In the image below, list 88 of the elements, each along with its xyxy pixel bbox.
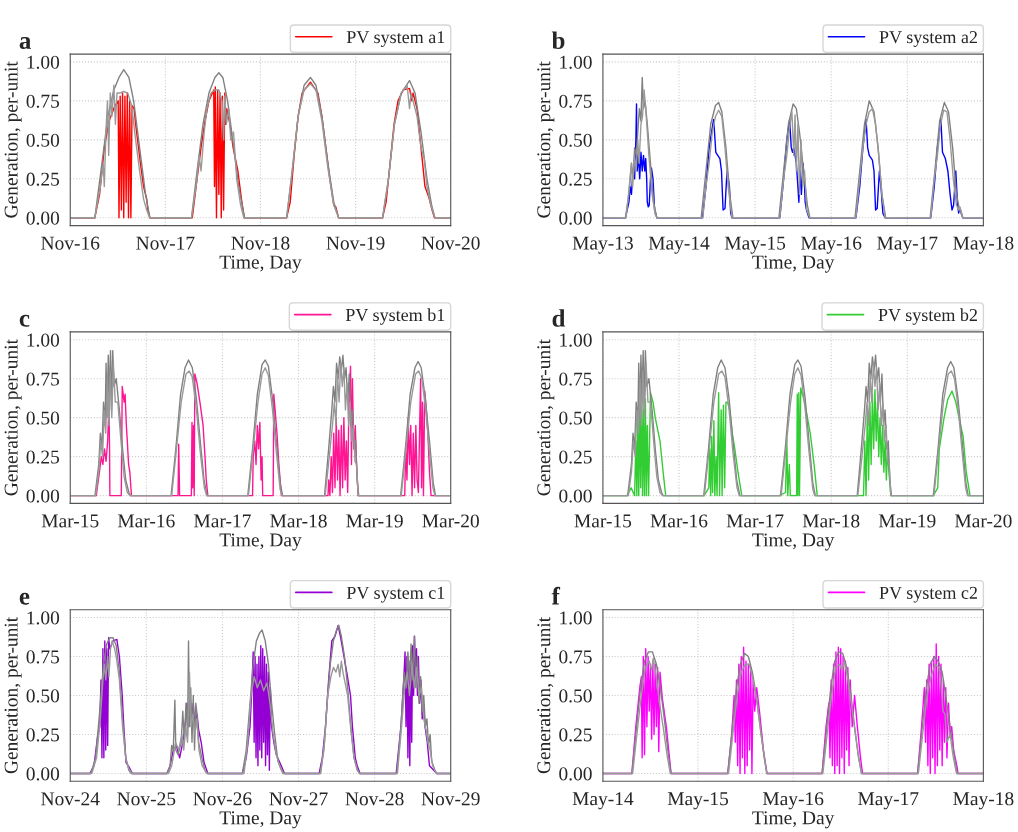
x-tick-label: Mar-15 bbox=[41, 514, 99, 528]
x-tick-label: Mar-20 bbox=[422, 514, 479, 528]
y-tick-label: 0.25 bbox=[559, 728, 592, 742]
y-tick-label: 1.00 bbox=[560, 333, 592, 347]
x-tick-label: May-13 bbox=[572, 236, 633, 254]
x-tick-label: Nov-17 bbox=[136, 236, 195, 250]
x-tick-label: May-17 bbox=[877, 236, 938, 254]
y-tick-label: 1.00 bbox=[560, 55, 592, 69]
x-tick-label: Nov-19 bbox=[326, 236, 385, 250]
legend-label: PV system a1 bbox=[346, 31, 445, 47]
x-tick-label: Mar-20 bbox=[954, 514, 1012, 528]
chart-title: e bbox=[19, 592, 30, 605]
y-tick-label: 0.50 bbox=[559, 133, 592, 147]
x-tick-label: May-16 bbox=[762, 792, 824, 810]
y-tick-label: 0.25 bbox=[26, 450, 60, 464]
y-tick-label: 0.75 bbox=[26, 650, 60, 664]
y-tick-label: 0.25 bbox=[559, 450, 592, 464]
x-tick-label: May-18 bbox=[953, 792, 1014, 810]
x-tick-label: May-14 bbox=[648, 236, 710, 254]
x-tick-label: May-15 bbox=[667, 792, 729, 810]
y-tick-label: 0.50 bbox=[26, 133, 60, 147]
x-tick-label: Mar-16 bbox=[117, 514, 175, 528]
x-tick-label: Nov-24 bbox=[41, 792, 100, 806]
y-tick-label: 0.25 bbox=[26, 728, 60, 742]
x-tick-label: Mar-15 bbox=[574, 514, 632, 528]
y-tick-label: 1.00 bbox=[27, 611, 60, 625]
x-tick-label: Mar-17 bbox=[726, 514, 784, 528]
x-tick-label: Nov-25 bbox=[117, 792, 176, 806]
y-axis-title: Generation, per-unit bbox=[537, 339, 555, 496]
x-axis-title: Time, Day bbox=[219, 811, 302, 829]
y-tick-label: 1.00 bbox=[27, 55, 60, 69]
y-axis-title: Generation, per-unit bbox=[4, 616, 22, 774]
x-axis-title: Time, Day bbox=[219, 255, 302, 273]
x-tick-label: May-17 bbox=[858, 792, 919, 810]
y-tick-label: 0.75 bbox=[559, 650, 592, 664]
x-tick-label: Nov-18 bbox=[231, 236, 290, 250]
y-axis-title: Generation, per-unit bbox=[537, 61, 555, 218]
x-axis-title: Time, Day bbox=[752, 255, 835, 273]
x-tick-label: May-16 bbox=[800, 236, 862, 254]
y-tick-label: 0.00 bbox=[26, 767, 60, 781]
y-tick-label: 0.50 bbox=[559, 689, 592, 703]
y-tick-label: 0.50 bbox=[26, 411, 60, 425]
chart-title: f bbox=[551, 586, 561, 605]
x-axis-title: Time, Day bbox=[752, 811, 835, 829]
y-tick-label: 0.75 bbox=[26, 94, 60, 108]
y-tick-label: 0.00 bbox=[559, 767, 592, 781]
chart-title: a bbox=[19, 37, 31, 49]
x-tick-label: Nov-20 bbox=[421, 236, 480, 250]
x-tick-label: Mar-17 bbox=[194, 514, 251, 528]
legend-label: PV system a2 bbox=[879, 31, 977, 47]
y-tick-label: 1.00 bbox=[560, 611, 592, 625]
y-tick-label: 0.25 bbox=[559, 172, 592, 186]
x-tick-label: Nov-29 bbox=[421, 792, 480, 806]
y-tick-label: 0.00 bbox=[559, 211, 592, 225]
x-tick-label: Nov-27 bbox=[269, 792, 328, 806]
y-tick-label: 0.00 bbox=[26, 489, 60, 503]
x-axis-title: Time, Day bbox=[752, 533, 835, 551]
y-axis-title: Generation, per-unit bbox=[4, 339, 22, 496]
x-tick-label: Mar-19 bbox=[878, 514, 936, 528]
x-tick-label: Nov-16 bbox=[41, 236, 100, 250]
y-tick-label: 0.50 bbox=[559, 411, 592, 425]
y-tick-label: 0.75 bbox=[559, 94, 592, 108]
legend-label: PV system b1 bbox=[345, 308, 445, 325]
y-tick-label: 0.50 bbox=[26, 689, 60, 703]
x-axis-title: Time, Day bbox=[219, 533, 302, 551]
x-tick-label: May-15 bbox=[724, 236, 786, 254]
legend-label: PV system c2 bbox=[879, 586, 977, 603]
x-tick-label: Nov-26 bbox=[193, 792, 252, 806]
x-tick-label: Mar-19 bbox=[346, 514, 403, 528]
x-tick-label: Mar-16 bbox=[650, 514, 708, 528]
x-tick-label: May-14 bbox=[572, 792, 634, 810]
y-tick-label: 0.00 bbox=[26, 211, 60, 225]
y-axis-title: Generation, per-unit bbox=[537, 616, 555, 774]
x-tick-label: May-18 bbox=[953, 236, 1014, 254]
x-tick-label: Mar-18 bbox=[802, 514, 860, 528]
y-tick-label: 0.25 bbox=[26, 172, 60, 186]
chart-title: b bbox=[551, 31, 565, 49]
chart-title: d bbox=[552, 309, 566, 327]
y-axis-title: Generation, per-unit bbox=[4, 61, 22, 218]
y-tick-label: 0.00 bbox=[559, 489, 592, 503]
chart-title: c bbox=[19, 314, 30, 327]
x-tick-label: Mar-18 bbox=[270, 514, 327, 528]
x-tick-label: Nov-28 bbox=[345, 792, 404, 806]
y-tick-label: 0.75 bbox=[559, 372, 592, 386]
y-tick-label: 1.00 bbox=[27, 333, 60, 347]
y-tick-label: 0.75 bbox=[26, 372, 60, 386]
legend-label: PV system b2 bbox=[878, 308, 977, 325]
legend-label: PV system c1 bbox=[346, 586, 445, 603]
